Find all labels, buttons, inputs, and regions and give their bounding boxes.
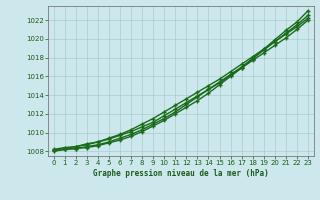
X-axis label: Graphe pression niveau de la mer (hPa): Graphe pression niveau de la mer (hPa): [93, 169, 269, 178]
